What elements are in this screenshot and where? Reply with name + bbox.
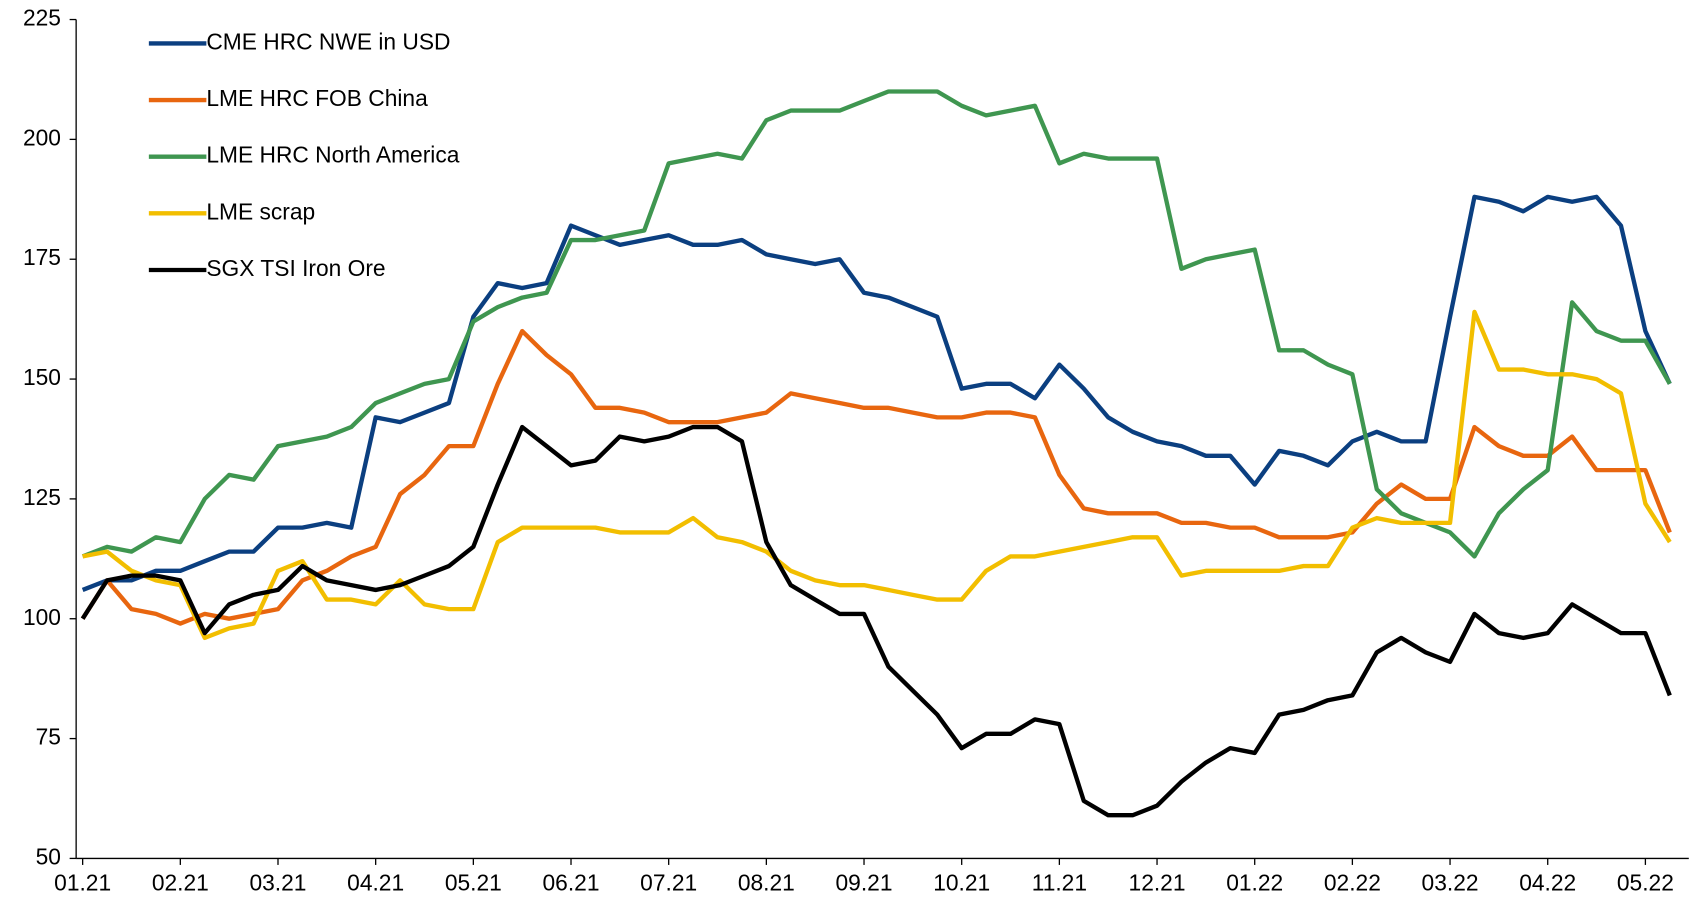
- legend-label: LME HRC North America: [206, 142, 459, 168]
- x-tick-label: 01.21: [54, 869, 111, 895]
- legend-label: CME HRC NWE in USD: [206, 28, 450, 54]
- x-tick-label: 06.21: [543, 869, 600, 895]
- x-tick-label: 03.22: [1422, 869, 1479, 895]
- y-tick-label: 175: [23, 244, 61, 270]
- legend-label: LME HRC FOB China: [206, 85, 428, 111]
- x-tick-label: 04.21: [347, 869, 404, 895]
- series-line: [81, 89, 1672, 559]
- y-tick-label: 50: [36, 843, 61, 869]
- series-line: [82, 309, 1672, 641]
- legend-label: LME scrap: [206, 198, 315, 224]
- x-tick-label: 02.22: [1324, 869, 1381, 895]
- legend-label: SGX TSI Iron Ore: [206, 255, 385, 281]
- x-tick-label: 05.21: [445, 869, 502, 895]
- y-tick-label: 150: [23, 364, 61, 390]
- x-tick-label: 07.21: [640, 869, 697, 895]
- x-tick-label: 08.21: [738, 869, 795, 895]
- y-tick-label: 125: [23, 484, 61, 510]
- x-tick-label: 03.21: [250, 869, 307, 895]
- x-tick-label: 01.22: [1226, 869, 1283, 895]
- y-tick-label: 100: [23, 604, 61, 630]
- y-tick-label: 75: [36, 724, 61, 750]
- x-tick-label: 04.22: [1519, 869, 1576, 895]
- x-tick-label: 02.21: [152, 869, 209, 895]
- series-line: [80, 424, 1672, 818]
- x-tick-label: 10.21: [933, 869, 990, 895]
- x-tick-label: 05.22: [1617, 869, 1674, 895]
- x-tick-label: 11.21: [1032, 869, 1087, 895]
- x-tick-label: 12.21: [1129, 869, 1186, 895]
- y-tick-label: 200: [23, 124, 61, 150]
- series-line: [80, 328, 1672, 626]
- series-line: [81, 194, 1672, 592]
- y-tick-label: 225: [23, 5, 61, 31]
- x-tick-label: 09.21: [836, 869, 893, 895]
